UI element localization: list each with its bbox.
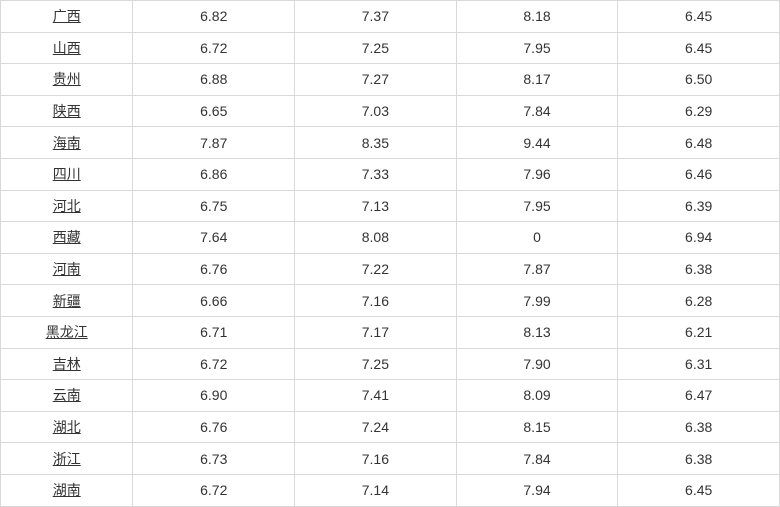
table-row: 贵州6.887.278.176.50 <box>1 64 780 96</box>
value-cell: 6.45 <box>618 1 780 33</box>
value-cell: 8.18 <box>456 1 618 33</box>
value-cell: 6.47 <box>618 380 780 412</box>
value-cell: 7.25 <box>295 348 457 380</box>
table-row: 河北6.757.137.956.39 <box>1 190 780 222</box>
value-cell: 6.76 <box>133 411 295 443</box>
table-row: 西藏7.648.0806.94 <box>1 222 780 254</box>
value-cell: 7.13 <box>295 190 457 222</box>
value-cell: 7.33 <box>295 158 457 190</box>
value-cell: 7.17 <box>295 316 457 348</box>
value-cell: 6.73 <box>133 443 295 475</box>
province-cell[interactable]: 西藏 <box>1 222 133 254</box>
province-cell[interactable]: 黑龙江 <box>1 316 133 348</box>
table-row: 河南6.767.227.876.38 <box>1 253 780 285</box>
value-cell: 7.87 <box>456 253 618 285</box>
value-cell: 6.90 <box>133 380 295 412</box>
province-cell[interactable]: 河北 <box>1 190 133 222</box>
value-cell: 6.65 <box>133 95 295 127</box>
value-cell: 8.09 <box>456 380 618 412</box>
value-cell: 8.13 <box>456 316 618 348</box>
value-cell: 7.16 <box>295 443 457 475</box>
value-cell: 7.16 <box>295 285 457 317</box>
value-cell: 6.71 <box>133 316 295 348</box>
value-cell: 6.46 <box>618 158 780 190</box>
value-cell: 7.03 <box>295 95 457 127</box>
province-cell[interactable]: 吉林 <box>1 348 133 380</box>
value-cell: 6.76 <box>133 253 295 285</box>
value-cell: 8.35 <box>295 127 457 159</box>
value-cell: 7.64 <box>133 222 295 254</box>
value-cell: 7.27 <box>295 64 457 96</box>
value-cell: 7.37 <box>295 1 457 33</box>
value-cell: 6.28 <box>618 285 780 317</box>
value-cell: 6.38 <box>618 411 780 443</box>
value-cell: 6.38 <box>618 443 780 475</box>
value-cell: 6.48 <box>618 127 780 159</box>
value-cell: 6.82 <box>133 1 295 33</box>
value-cell: 9.44 <box>456 127 618 159</box>
value-cell: 7.41 <box>295 380 457 412</box>
value-cell: 6.45 <box>618 474 780 506</box>
table-row: 山西6.727.257.956.45 <box>1 32 780 64</box>
value-cell: 7.24 <box>295 411 457 443</box>
province-cell[interactable]: 海南 <box>1 127 133 159</box>
value-cell: 7.87 <box>133 127 295 159</box>
province-cell[interactable]: 贵州 <box>1 64 133 96</box>
value-cell: 6.72 <box>133 474 295 506</box>
province-cell[interactable]: 广西 <box>1 1 133 33</box>
value-cell: 6.75 <box>133 190 295 222</box>
table-row: 云南6.907.418.096.47 <box>1 380 780 412</box>
value-cell: 7.95 <box>456 32 618 64</box>
table-row: 黑龙江6.717.178.136.21 <box>1 316 780 348</box>
value-cell: 6.29 <box>618 95 780 127</box>
value-cell: 7.90 <box>456 348 618 380</box>
table-row: 四川6.867.337.966.46 <box>1 158 780 190</box>
value-cell: 7.84 <box>456 95 618 127</box>
table-row: 广西6.827.378.186.45 <box>1 1 780 33</box>
value-cell: 7.14 <box>295 474 457 506</box>
value-cell: 6.45 <box>618 32 780 64</box>
value-cell: 7.25 <box>295 32 457 64</box>
value-cell: 6.66 <box>133 285 295 317</box>
value-cell: 6.72 <box>133 348 295 380</box>
province-cell[interactable]: 云南 <box>1 380 133 412</box>
value-cell: 7.99 <box>456 285 618 317</box>
value-cell: 6.50 <box>618 64 780 96</box>
value-cell: 6.88 <box>133 64 295 96</box>
table-row: 新疆6.667.167.996.28 <box>1 285 780 317</box>
province-cell[interactable]: 浙江 <box>1 443 133 475</box>
value-cell: 8.15 <box>456 411 618 443</box>
value-cell: 6.86 <box>133 158 295 190</box>
table-row: 浙江6.737.167.846.38 <box>1 443 780 475</box>
value-cell: 7.22 <box>295 253 457 285</box>
value-cell: 7.84 <box>456 443 618 475</box>
price-table: 广西6.827.378.186.45山西6.727.257.956.45贵州6.… <box>0 0 780 507</box>
value-cell: 6.39 <box>618 190 780 222</box>
province-cell[interactable]: 山西 <box>1 32 133 64</box>
province-cell[interactable]: 新疆 <box>1 285 133 317</box>
value-cell: 8.17 <box>456 64 618 96</box>
value-cell: 6.94 <box>618 222 780 254</box>
value-cell: 7.95 <box>456 190 618 222</box>
table-row: 海南7.878.359.446.48 <box>1 127 780 159</box>
province-cell[interactable]: 湖北 <box>1 411 133 443</box>
province-cell[interactable]: 河南 <box>1 253 133 285</box>
province-cell[interactable]: 湖南 <box>1 474 133 506</box>
value-cell: 8.08 <box>295 222 457 254</box>
value-cell: 0 <box>456 222 618 254</box>
value-cell: 6.38 <box>618 253 780 285</box>
province-cell[interactable]: 四川 <box>1 158 133 190</box>
value-cell: 7.96 <box>456 158 618 190</box>
value-cell: 6.21 <box>618 316 780 348</box>
value-cell: 6.31 <box>618 348 780 380</box>
value-cell: 7.94 <box>456 474 618 506</box>
table-row: 湖北6.767.248.156.38 <box>1 411 780 443</box>
table-row: 湖南6.727.147.946.45 <box>1 474 780 506</box>
table-row: 陕西6.657.037.846.29 <box>1 95 780 127</box>
province-cell[interactable]: 陕西 <box>1 95 133 127</box>
value-cell: 6.72 <box>133 32 295 64</box>
table-row: 吉林6.727.257.906.31 <box>1 348 780 380</box>
